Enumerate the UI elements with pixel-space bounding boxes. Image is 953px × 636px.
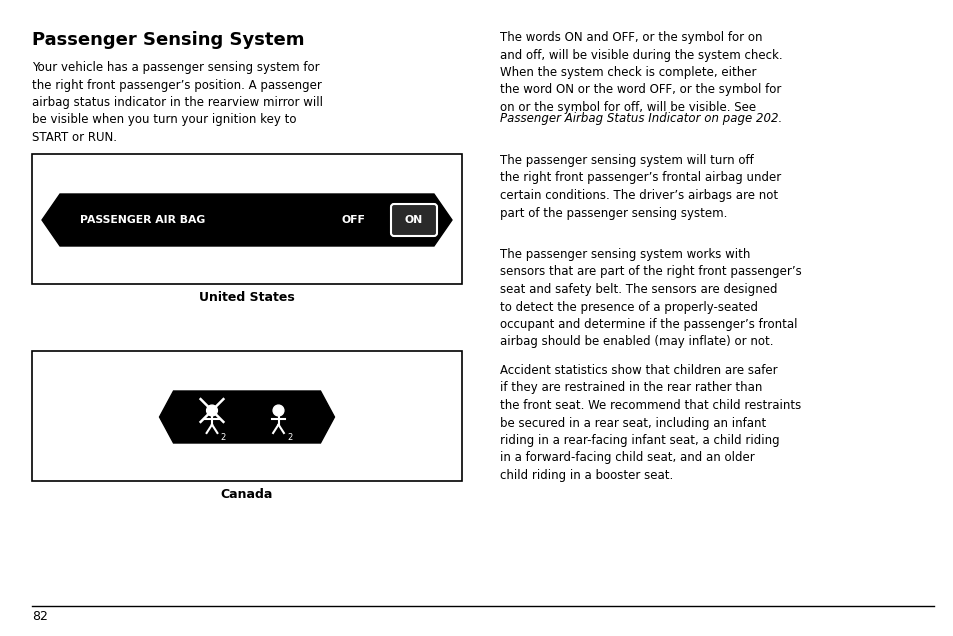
- Text: ON: ON: [404, 215, 423, 225]
- Text: Your vehicle has a passenger sensing system for
the right front passenger’s posi: Your vehicle has a passenger sensing sys…: [32, 61, 323, 144]
- Text: Passenger Airbag Status Indicator on page 202.: Passenger Airbag Status Indicator on pag…: [499, 112, 781, 125]
- Text: 82: 82: [32, 610, 48, 623]
- Text: The passenger sensing system will turn off
the right front passenger’s frontal a: The passenger sensing system will turn o…: [499, 154, 781, 219]
- Polygon shape: [159, 391, 335, 443]
- Polygon shape: [42, 194, 452, 246]
- Text: 2: 2: [287, 433, 292, 442]
- Text: 2: 2: [220, 433, 226, 442]
- Text: The passenger sensing system works with
sensors that are part of the right front: The passenger sensing system works with …: [499, 248, 801, 349]
- FancyBboxPatch shape: [391, 204, 436, 236]
- Text: The words ON and OFF, or the symbol for on
and off, will be visible during the s: The words ON and OFF, or the symbol for …: [499, 31, 781, 114]
- Circle shape: [273, 405, 284, 416]
- Text: PASSENGER AIR BAG: PASSENGER AIR BAG: [80, 215, 205, 225]
- Bar: [32, 351, 461, 481]
- Bar: [32, 154, 461, 284]
- Text: Canada: Canada: [220, 488, 273, 501]
- Text: Passenger Sensing System: Passenger Sensing System: [32, 31, 304, 49]
- Text: OFF: OFF: [341, 215, 366, 225]
- Text: United States: United States: [199, 291, 294, 304]
- Text: Accident statistics show that children are safer
if they are restrained in the r: Accident statistics show that children a…: [499, 364, 801, 482]
- Circle shape: [207, 405, 217, 416]
